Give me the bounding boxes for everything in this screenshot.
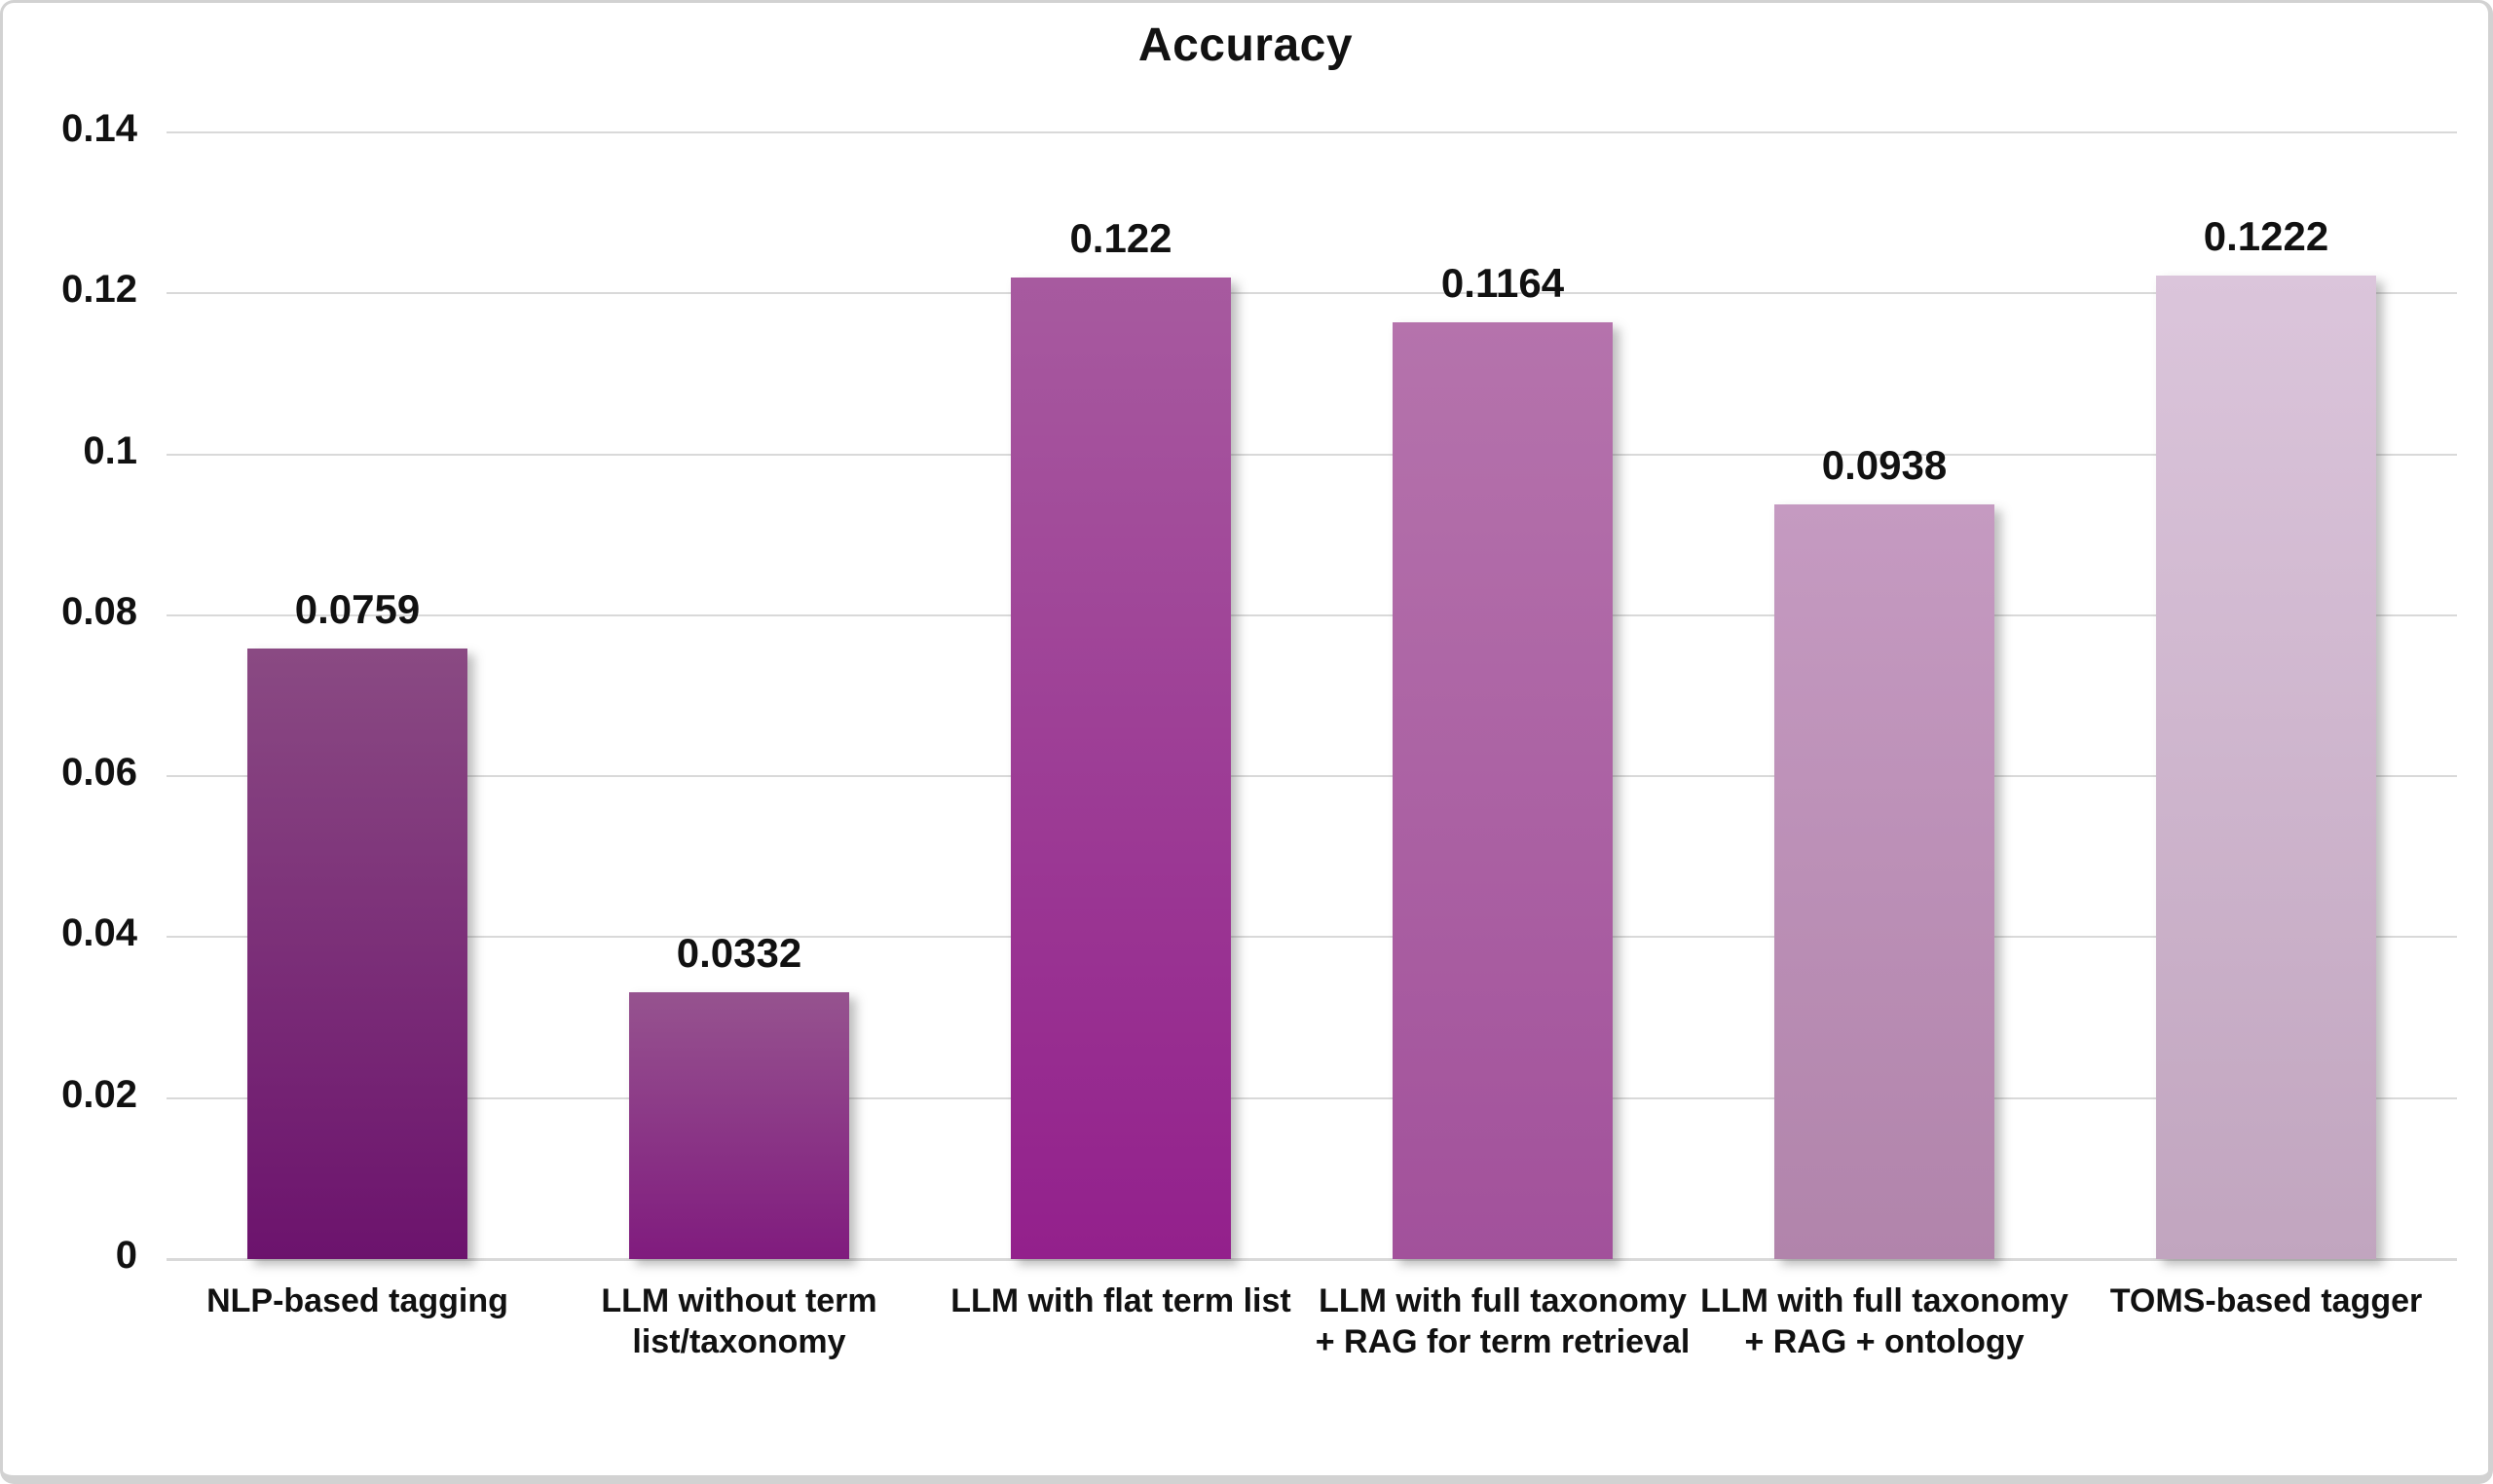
y-axis-tick-label: 0.02 <box>61 1072 137 1116</box>
x-axis-category-label: TOMS-based tagger <box>2109 1282 2423 1319</box>
gridline <box>167 936 2457 939</box>
gridline <box>167 775 2457 778</box>
gridline <box>167 453 2457 456</box>
plot-area: 0 0.02 0.04 0.06 0.08 0.1 0.12 0.14 0.0759 NLP-ba… <box>3 3 2488 1475</box>
gridline <box>167 1257 2457 1261</box>
bar-value-label: 0.0332 <box>676 929 802 976</box>
bar-2 <box>629 991 849 1259</box>
bar-5 <box>1774 503 1994 1259</box>
y-axis-tick-label: 0.1 <box>83 428 137 472</box>
y-axis-tick-label: 0.14 <box>61 107 137 150</box>
x-axis-category-label: LLM with full taxonomy + RAG + ontology <box>1700 1282 2068 1361</box>
gridline <box>167 292 2457 295</box>
bar-6 <box>2156 276 2376 1259</box>
bar-value-label: 0.0938 <box>1821 441 1948 488</box>
bar-value-label: 0.0759 <box>294 585 421 632</box>
y-axis-tick-label: 0.12 <box>61 268 137 312</box>
bar-1 <box>247 648 467 1259</box>
bar-value-label: 0.1164 <box>1440 260 1565 307</box>
bar-4 <box>1393 322 1613 1259</box>
y-axis-tick-label: 0.06 <box>61 751 137 795</box>
x-axis-category-label: LLM without term list/taxonomy <box>601 1282 877 1361</box>
y-axis-tick-label: 0.04 <box>61 911 137 955</box>
gridline <box>167 613 2457 616</box>
bar-value-label: 0.122 <box>1069 214 1172 261</box>
y-axis-tick-label: 0 <box>115 1234 137 1277</box>
x-axis-category-label: LLM with full taxonomy + RAG for term re… <box>1315 1282 1691 1361</box>
x-axis-category-label: NLP-based tagging <box>206 1282 508 1319</box>
chart-title: Accuracy <box>1137 19 1354 71</box>
bar-3 <box>1011 277 1231 1259</box>
y-axis-tick-label: 0.08 <box>61 589 137 633</box>
gridline <box>167 131 2457 133</box>
gridline <box>167 1096 2457 1099</box>
x-axis-category-label: LLM with flat term list <box>950 1282 1291 1319</box>
bar-value-label: 0.1222 <box>2203 213 2329 260</box>
